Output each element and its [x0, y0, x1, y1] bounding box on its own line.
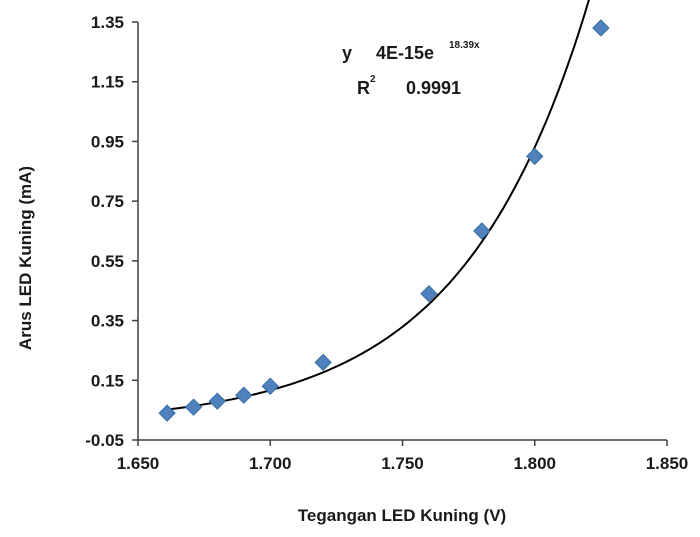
axes — [137, 22, 667, 441]
y-tick-label: 0.55 — [91, 252, 124, 271]
data-point — [261, 377, 279, 395]
y-axis-title: Arus LED Kuning (mA) — [16, 166, 35, 350]
y-tick-label: 0.75 — [91, 192, 124, 211]
y-tick-label: -0.05 — [85, 431, 124, 450]
equation-body: 4E-15e — [376, 43, 434, 63]
y-tick-label: 1.35 — [91, 13, 124, 32]
x-axis-title: Tegangan LED Kuning (V) — [298, 506, 506, 525]
y-axis-ticks: -0.05 0.15 0.35 0.55 0.75 0.95 1.15 1.35 — [85, 13, 138, 450]
r2-superscript: 2 — [370, 74, 376, 85]
data-point — [314, 353, 332, 372]
x-tick-label: 1.850 — [646, 454, 689, 473]
x-tick-label: 1.700 — [249, 454, 292, 473]
data-points — [158, 19, 610, 422]
data-point — [158, 404, 176, 422]
data-point — [526, 147, 544, 166]
trendline-equation: y 4E-15e 18.39x R 2 0.9991 — [342, 40, 480, 98]
y-tick-label: 1.15 — [91, 73, 124, 92]
x-tick-label: 1.750 — [381, 454, 424, 473]
x-axis-ticks: 1.650 1.700 1.750 1.800 1.850 — [117, 440, 689, 473]
data-point — [235, 386, 253, 404]
equation-prefix: y — [342, 43, 352, 63]
equation-exponent: 18.39x — [449, 40, 480, 51]
data-point — [592, 19, 610, 37]
x-tick-label: 1.650 — [117, 454, 160, 473]
data-point — [208, 392, 227, 410]
data-point — [420, 284, 438, 303]
r2-value: 0.9991 — [406, 78, 461, 98]
y-tick-label: 0.15 — [91, 371, 124, 390]
x-tick-label: 1.800 — [513, 454, 556, 473]
y-tick-label: 0.35 — [91, 312, 124, 331]
r2-label: R — [357, 78, 370, 98]
data-point — [473, 222, 491, 240]
y-tick-label: 0.95 — [91, 132, 124, 151]
data-point — [184, 398, 203, 416]
